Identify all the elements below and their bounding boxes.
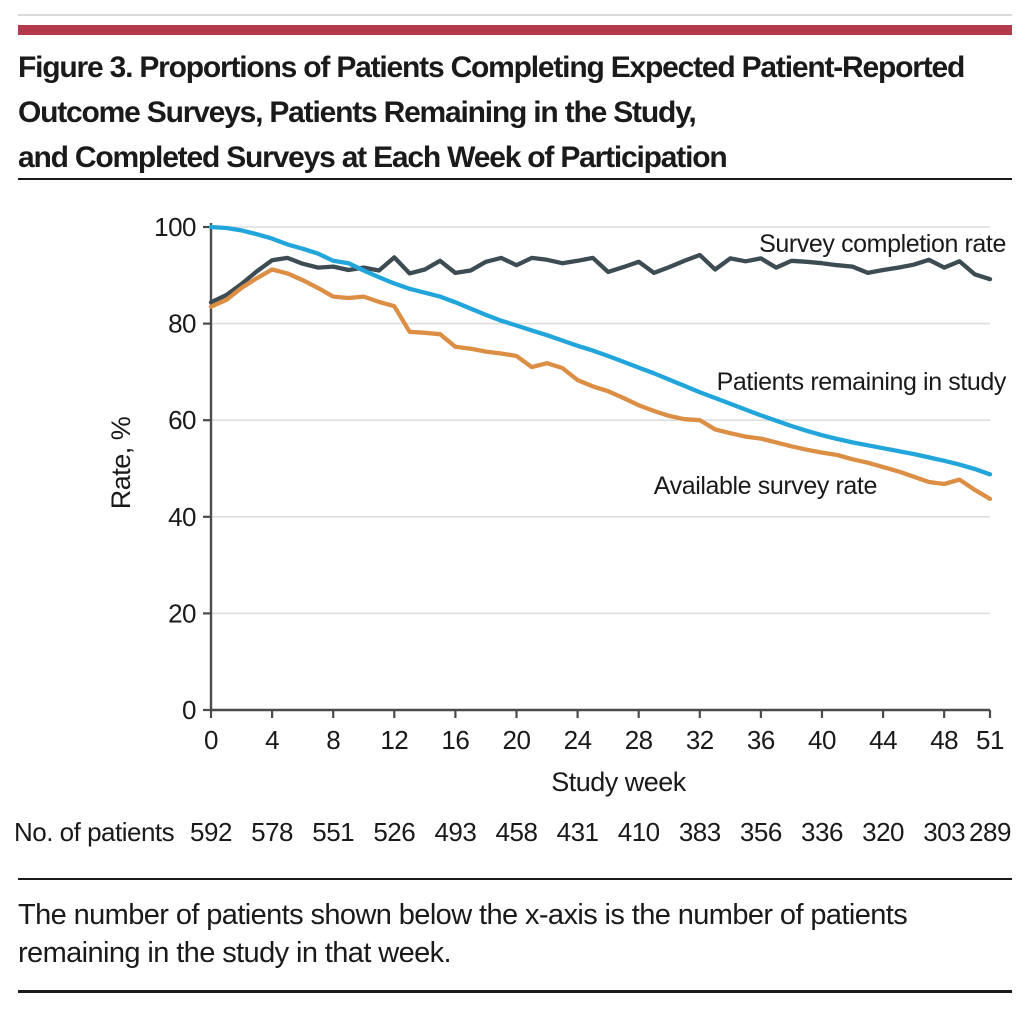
series-line-patients-remaining-in-study [208,224,993,477]
figure-title-line1: Figure 3. Proportions of Patients Comple… [18,51,965,84]
figure-caption-line1: The number of patients shown below the x… [18,899,908,931]
x-tick-label: 20 [503,725,531,755]
y-tick-label: 40 [168,502,196,532]
figure-title-line2: Outcome Surveys, Patients Remaining in t… [18,96,697,129]
patients-count-value: 289 [969,817,1011,847]
y-tick-label: 0 [182,695,196,725]
patients-count-value: 526 [373,817,415,847]
y-axis-ticks: 0 20 40 60 80 100 [154,212,211,725]
figure-caption: The number of patients shown below the x… [18,896,908,972]
patients-count-value: 578 [251,817,293,847]
figure-caption-line2: remaining in the study in that week. [18,937,452,969]
patients-count-value: 551 [312,817,354,847]
patients-count-value: 356 [740,817,782,847]
gridlines [211,226,990,615]
y-tick-label: 60 [168,405,196,435]
patients-count-value: 431 [557,817,599,847]
x-tick-label: 12 [380,725,408,755]
x-tick-label: 32 [686,725,714,755]
x-tick-label: 36 [747,725,775,755]
patients-count-value: 320 [862,817,904,847]
series-label-patients-remaining-in-study: Patients remaining in study [717,368,1007,396]
x-tick-label: 16 [441,725,469,755]
y-tick-label: 80 [168,309,196,339]
top-hairline [18,14,1012,16]
x-tick-label: 48 [930,725,958,755]
axes [209,223,990,712]
y-axis-title: Rate, % [106,416,136,509]
x-tick-label: 28 [625,725,653,755]
accent-bar [18,25,1012,35]
series-label-survey-completion-rate: Survey completion rate [759,230,1006,258]
figure-title-line3: and Completed Surveys at Each Week of Pa… [18,141,728,174]
y-tick-label: 20 [168,598,196,628]
series-line-available-survey-rate [208,267,993,502]
patients-count-value: 410 [618,817,660,847]
caption-top-rule [18,878,1012,880]
x-axis-ticks: 0 4 8 12 16 20 24 28 32 36 40 44 48 51 [204,710,1004,755]
x-tick-label: 24 [564,725,592,755]
figure-title: Figure 3. Proportions of Patients Comple… [18,45,965,180]
patients-count-value: 592 [190,817,232,847]
x-tick-label: 0 [204,725,218,755]
bottom-rule [18,990,1012,993]
x-tick-label: 4 [265,725,279,755]
x-tick-label: 51 [976,725,1004,755]
patients-count-value: 303 [923,817,965,847]
x-tick-label: 8 [326,725,340,755]
title-divider-rule [18,178,1012,180]
patients-count-value: 336 [801,817,843,847]
series-line-survey-completion-rate [208,252,993,305]
patients-count-value: 383 [679,817,721,847]
y-tick-label: 100 [154,212,196,242]
series-label-available-survey-rate: Available survey rate [654,472,877,500]
x-tick-label: 40 [808,725,836,755]
patients-row-label: No. of patients [14,817,175,847]
patients-count-value: 458 [496,817,538,847]
x-axis-title: Study week [551,767,687,797]
x-tick-label: 44 [869,725,897,755]
patients-count-value: 493 [434,817,476,847]
patients-count-row: No. of patients 592 578 551 526 493 458 431 410 3… [14,817,1011,847]
